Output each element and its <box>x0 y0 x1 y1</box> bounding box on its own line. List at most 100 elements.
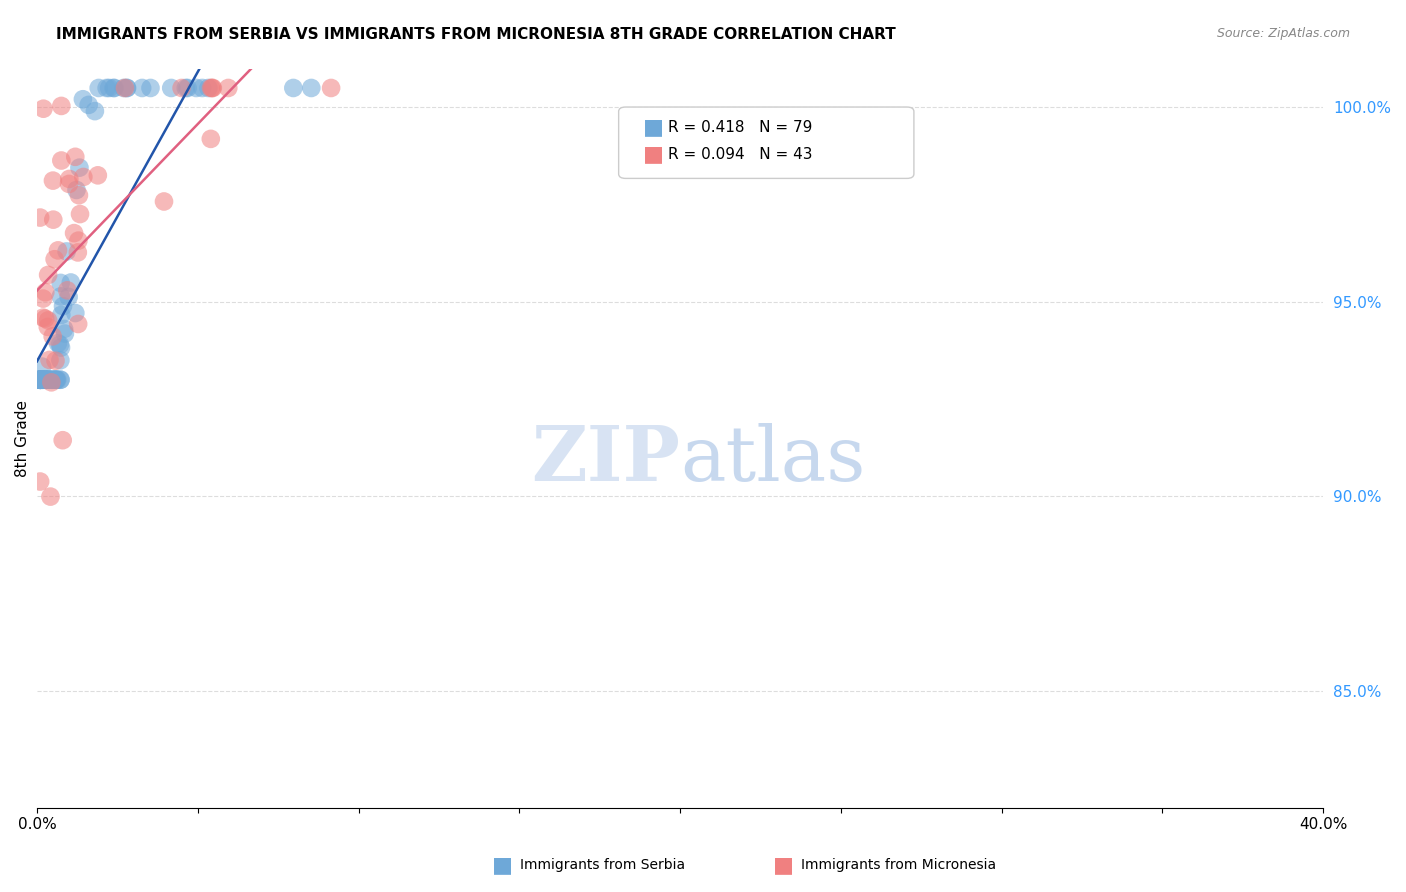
Point <box>115 81 138 95</box>
Point <box>32 292 55 306</box>
Point <box>30 373 52 387</box>
Text: R = 0.418   N = 79: R = 0.418 N = 79 <box>668 120 813 135</box>
Point <box>30 373 52 387</box>
Point <box>114 81 136 95</box>
Point <box>112 81 135 95</box>
Point <box>30 373 52 387</box>
Point <box>30 373 52 387</box>
Point <box>170 81 193 95</box>
Point <box>30 373 52 387</box>
Point <box>51 153 73 168</box>
Point <box>37 313 59 327</box>
Point <box>67 188 90 202</box>
Point <box>30 373 52 387</box>
Point <box>35 373 58 387</box>
Text: ■: ■ <box>773 855 794 875</box>
Point <box>103 81 125 95</box>
Point <box>44 353 66 368</box>
Point <box>63 226 86 240</box>
Point <box>49 337 72 351</box>
Text: Immigrants from Micronesia: Immigrants from Micronesia <box>801 858 997 872</box>
Point <box>30 373 52 387</box>
Y-axis label: 8th Grade: 8th Grade <box>15 400 30 476</box>
Point <box>30 373 52 387</box>
Point <box>41 373 63 387</box>
Point <box>44 373 66 387</box>
Point <box>174 81 197 95</box>
Point <box>65 183 87 197</box>
Point <box>72 169 94 184</box>
Point <box>41 373 63 387</box>
Point <box>39 490 62 504</box>
Point <box>38 373 60 387</box>
Point <box>65 306 87 320</box>
Point <box>49 373 72 387</box>
Point <box>41 376 63 390</box>
Point <box>35 373 58 387</box>
Point <box>45 373 67 387</box>
Point <box>53 322 76 336</box>
Point <box>67 234 90 248</box>
Point <box>87 81 110 95</box>
Point <box>52 299 75 313</box>
Point <box>103 81 125 95</box>
Point <box>176 81 198 95</box>
Point <box>30 373 52 387</box>
Point <box>66 245 89 260</box>
Point <box>72 92 94 106</box>
Point <box>42 212 65 227</box>
Point <box>38 373 60 387</box>
Text: ■: ■ <box>492 855 513 875</box>
Point <box>67 317 90 331</box>
Point <box>38 352 60 367</box>
Point <box>197 81 219 95</box>
Point <box>30 373 52 387</box>
Point <box>319 81 342 95</box>
Point <box>30 373 52 387</box>
Point <box>30 475 52 489</box>
Point <box>32 373 55 387</box>
Point <box>153 194 176 209</box>
Text: atlas: atlas <box>681 424 866 497</box>
Point <box>299 81 322 95</box>
Point <box>96 81 118 95</box>
Point <box>35 373 58 387</box>
Point <box>34 311 56 326</box>
Point <box>77 98 100 112</box>
Point <box>201 81 224 95</box>
Point <box>35 373 58 387</box>
Point <box>51 99 73 113</box>
Point <box>41 329 63 343</box>
Point <box>283 81 305 95</box>
Point <box>98 81 121 95</box>
Text: ■: ■ <box>643 145 664 164</box>
Point <box>31 373 53 387</box>
Text: R = 0.094   N = 43: R = 0.094 N = 43 <box>668 147 813 161</box>
Point <box>49 289 72 303</box>
Point <box>131 81 153 95</box>
Point <box>42 173 65 187</box>
Point <box>30 373 52 387</box>
Point <box>58 177 80 191</box>
Point <box>49 353 72 368</box>
Point <box>200 81 222 95</box>
Point <box>160 81 183 95</box>
Point <box>37 268 59 282</box>
Text: Source: ZipAtlas.com: Source: ZipAtlas.com <box>1216 27 1350 40</box>
Point <box>41 373 63 387</box>
Point <box>37 319 59 334</box>
Point <box>201 81 224 95</box>
Point <box>65 150 87 164</box>
Point <box>87 169 110 183</box>
Point <box>139 81 162 95</box>
Point <box>31 373 53 387</box>
Point <box>35 373 58 387</box>
Point <box>200 132 222 146</box>
Point <box>44 252 66 267</box>
Point <box>34 373 56 387</box>
Point <box>191 81 214 95</box>
Point <box>49 276 72 290</box>
Point <box>38 373 60 387</box>
Point <box>83 104 105 119</box>
Point <box>31 373 53 387</box>
